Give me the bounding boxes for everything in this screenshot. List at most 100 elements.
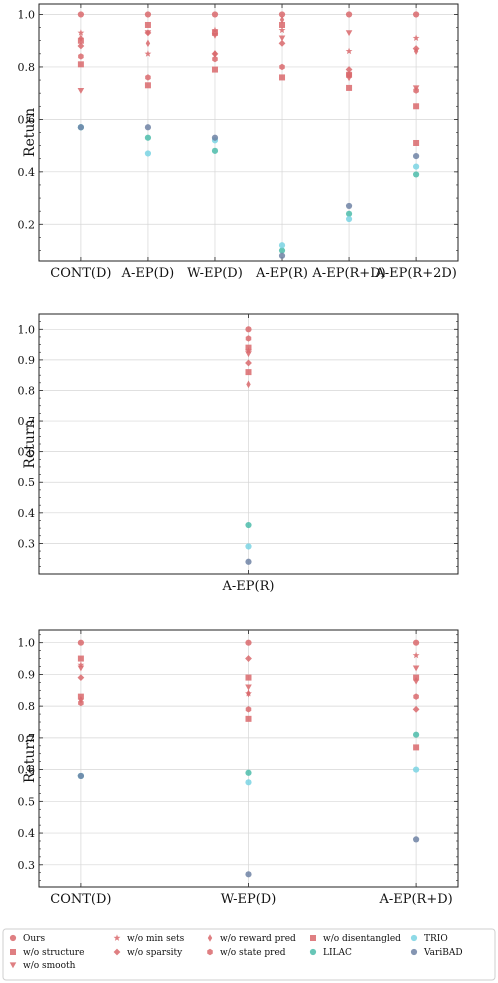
point-w-o-sparsity — [245, 655, 252, 662]
point-lilac — [245, 521, 252, 529]
legend-marker-w-o-state-pred — [207, 948, 213, 956]
point-ours — [278, 11, 286, 18]
point-w-o-smooth — [345, 30, 353, 37]
y-tick-label: 0.2 — [18, 218, 36, 231]
point-lilac — [144, 134, 152, 141]
point-trio — [413, 766, 420, 773]
x-tick-label-cont-d: CONT(D) — [50, 892, 111, 907]
x-tick-label-a-ep-r-d: A-EP(R+D) — [311, 266, 385, 281]
point-ours — [211, 11, 219, 18]
legend-item-w-o-structure: w/o structure — [10, 948, 84, 958]
y-tick-label: 0.4 — [18, 166, 36, 179]
point-w-o-reward-pred — [413, 47, 419, 56]
legend-label: w/o reward pred — [220, 934, 296, 944]
y-tick-label: 0.7 — [18, 415, 36, 428]
point-w-o-structure — [245, 674, 252, 681]
point-varibad — [77, 124, 84, 131]
point-w-o-structure — [279, 21, 286, 28]
point-w-o-state-pred — [413, 693, 419, 700]
point-w-o-min-sets — [211, 26, 219, 34]
point-w-o-min-sets — [412, 651, 420, 659]
point-w-o-reward-pred — [212, 50, 218, 58]
point-w-o-state-pred — [78, 53, 84, 60]
point-w-o-min-sets — [77, 661, 85, 668]
point-w-o-sparsity — [278, 39, 286, 47]
x-tick-label-cont-d: CONT(D) — [50, 266, 111, 281]
point-ours — [245, 326, 252, 333]
point-trio — [345, 215, 353, 223]
y-tick-label: 0.7 — [18, 732, 36, 745]
legend-label: TRIO — [424, 934, 448, 944]
x-tick-label-a-ep-d: A-EP(D) — [121, 266, 175, 281]
point-w-o-disentangled — [413, 139, 420, 146]
point-w-o-structure — [144, 21, 151, 28]
point-w-o-disentangled — [77, 37, 84, 44]
chart-panel-3: 0.3 0.4 0.5 0.6 0.7 0.8 0.9 1.0 CONT(D) W-EP(D) A-… — [18, 629, 459, 907]
point-ours — [77, 11, 84, 18]
legend-label: w/o disentangled — [323, 934, 401, 944]
y-tick-label: 0.6 — [18, 446, 36, 459]
point-w-o-reward-pred — [145, 39, 151, 48]
point-w-o-sparsity — [345, 66, 353, 73]
x-tick-label-w-ep-d: W-EP(D) — [221, 892, 277, 907]
point-lilac — [413, 171, 420, 178]
point-varibad — [77, 772, 84, 780]
x-tick-label-a-ep-r: A-EP(R) — [222, 579, 275, 594]
legend-marker-w-o-sparsity — [113, 948, 121, 956]
plot-frame — [38, 3, 459, 262]
y-axis-label: Return — [22, 108, 38, 157]
point-w-o-state-pred — [212, 55, 218, 63]
point-w-o-sparsity — [245, 359, 252, 367]
point-w-o-structure — [77, 61, 84, 68]
point-varibad — [278, 252, 286, 259]
point-w-o-state-pred — [145, 74, 151, 81]
legend-item-trio: TRIO — [410, 934, 448, 944]
point-w-o-state-pred — [245, 335, 252, 342]
legend-label: LILAC — [323, 948, 352, 958]
point-trio — [278, 242, 286, 249]
point-ours — [144, 11, 152, 18]
point-w-o-reward-pred — [279, 15, 285, 24]
point-trio — [144, 150, 152, 157]
legend-marker-w-o-structure — [10, 949, 16, 955]
legend-marker-trio — [410, 934, 418, 942]
point-w-o-structure — [346, 84, 353, 91]
legend-marker-lilac — [309, 948, 317, 956]
point-varibad — [144, 124, 152, 131]
y-axis-label: Return — [22, 419, 38, 468]
point-w-o-disentangled — [279, 74, 286, 81]
y-tick-label: 0.8 — [18, 700, 36, 713]
chart-panel-2: 0.3 0.4 0.5 0.6 0.7 0.8 0.9 1.0 A-EP(R) Return — [18, 313, 459, 594]
legend-item-lilac: LILAC — [309, 948, 352, 958]
legend-item-w-o-disentangled: w/o disentangled — [310, 934, 401, 944]
point-w-o-disentangled — [413, 744, 420, 751]
legend-label: w/o min sets — [127, 934, 185, 944]
point-w-o-sparsity — [144, 29, 152, 37]
point-trio — [245, 543, 252, 550]
legend-item-ours: Ours — [9, 934, 45, 944]
point-lilac — [278, 247, 286, 254]
point-w-o-disentangled — [144, 82, 151, 89]
point-w-o-min-sets — [345, 47, 353, 55]
point-w-o-sparsity — [77, 674, 85, 681]
point-lilac — [211, 147, 219, 154]
y-tick-label: 1.0 — [18, 8, 36, 21]
point-w-o-state-pred — [78, 699, 84, 707]
x-tick-label-w-ep-d: W-EP(D) — [187, 266, 243, 281]
legend-marker-w-o-reward-pred — [207, 934, 213, 942]
point-varibad — [413, 836, 420, 843]
point-w-o-state-pred — [413, 87, 419, 94]
point-w-o-disentangled — [245, 715, 252, 722]
point-w-o-disentangled — [346, 71, 353, 78]
point-lilac — [413, 731, 420, 738]
legend-label: VariBAD — [423, 948, 463, 958]
point-w-o-structure — [211, 29, 218, 36]
point-w-o-state-pred — [245, 706, 252, 713]
y-tick-label: 0.5 — [18, 795, 36, 808]
legend-marker-varibad — [410, 948, 418, 956]
legend-item-w-o-sparsity: w/o sparsity — [113, 948, 183, 958]
point-varibad — [211, 134, 219, 141]
point-varibad — [245, 871, 252, 878]
legend-item-w-o-min-sets: w/o min sets — [113, 934, 185, 944]
